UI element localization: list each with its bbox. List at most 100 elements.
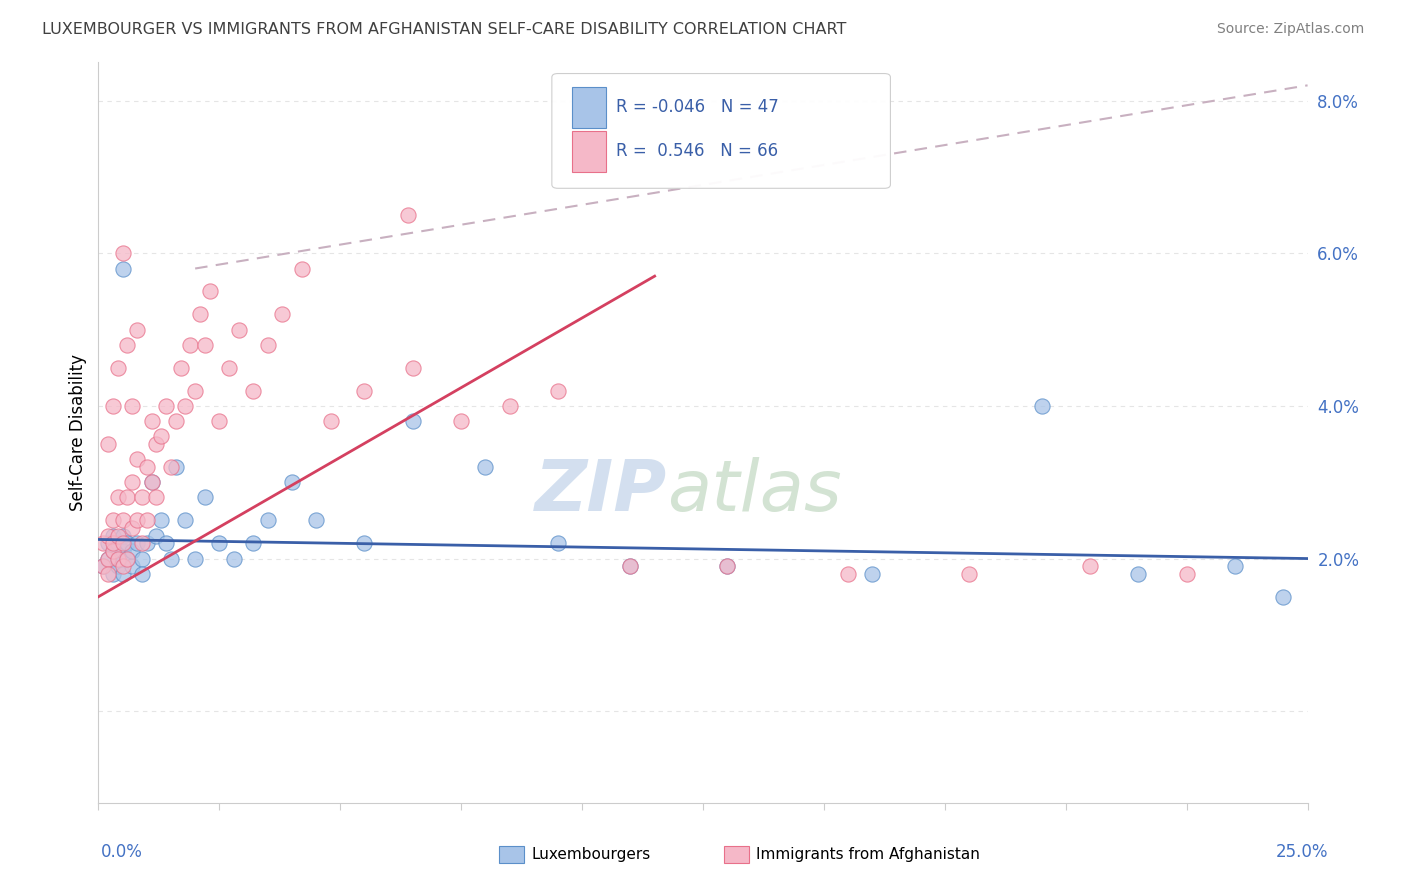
- Point: [837, 566, 859, 581]
- Point: [97, 551, 120, 566]
- Point: [218, 360, 240, 375]
- Text: Luxembourgers: Luxembourgers: [531, 847, 651, 862]
- Bar: [572, 131, 606, 172]
- Point: [111, 513, 134, 527]
- Point: [131, 566, 153, 581]
- Point: [619, 559, 641, 574]
- Point: [228, 322, 250, 336]
- Bar: [572, 87, 606, 128]
- Point: [319, 414, 342, 428]
- Point: [150, 429, 173, 443]
- Point: [107, 529, 129, 543]
- Point: [1031, 399, 1053, 413]
- Point: [117, 338, 139, 352]
- Point: [141, 414, 163, 428]
- Point: [155, 399, 177, 413]
- Point: [716, 559, 738, 574]
- Point: [135, 460, 157, 475]
- Y-axis label: Self-Care Disability: Self-Care Disability: [69, 354, 87, 511]
- Point: [222, 551, 245, 566]
- Point: [242, 536, 264, 550]
- Point: [498, 399, 520, 413]
- Point: [101, 536, 124, 550]
- FancyBboxPatch shape: [551, 73, 890, 188]
- Point: [860, 566, 883, 581]
- Point: [135, 536, 157, 550]
- Point: [208, 414, 231, 428]
- Point: [141, 475, 163, 490]
- Point: [165, 460, 187, 475]
- Point: [117, 551, 139, 566]
- Point: [450, 414, 472, 428]
- Point: [107, 536, 129, 550]
- Point: [127, 452, 149, 467]
- Point: [290, 261, 312, 276]
- Point: [353, 536, 375, 550]
- Point: [117, 536, 139, 550]
- Point: [353, 384, 375, 398]
- Point: [174, 399, 197, 413]
- Point: [305, 513, 328, 527]
- Point: [256, 513, 278, 527]
- Point: [135, 513, 157, 527]
- Point: [547, 536, 569, 550]
- Point: [97, 437, 120, 451]
- Point: [145, 437, 167, 451]
- Point: [107, 559, 129, 574]
- Point: [1272, 590, 1295, 604]
- Point: [111, 559, 134, 574]
- Point: [141, 475, 163, 490]
- Point: [402, 360, 425, 375]
- Point: [107, 551, 129, 566]
- Point: [1175, 566, 1198, 581]
- Text: LUXEMBOURGER VS IMMIGRANTS FROM AFGHANISTAN SELF-CARE DISABILITY CORRELATION CHA: LUXEMBOURGER VS IMMIGRANTS FROM AFGHANIS…: [42, 22, 846, 37]
- Point: [160, 460, 183, 475]
- Text: ZIP: ZIP: [534, 458, 666, 526]
- Point: [121, 399, 143, 413]
- Point: [117, 551, 139, 566]
- Point: [1223, 559, 1246, 574]
- Point: [101, 544, 124, 558]
- Point: [101, 513, 124, 527]
- Point: [121, 559, 143, 574]
- Point: [1128, 566, 1150, 581]
- Point: [97, 529, 120, 543]
- Point: [107, 551, 129, 566]
- Point: [396, 208, 419, 222]
- Point: [121, 475, 143, 490]
- Point: [155, 536, 177, 550]
- Point: [117, 491, 139, 505]
- Point: [127, 322, 149, 336]
- Point: [107, 360, 129, 375]
- Point: [111, 246, 134, 260]
- Point: [97, 551, 120, 566]
- Point: [242, 384, 264, 398]
- Point: [169, 360, 191, 375]
- Point: [111, 529, 134, 543]
- Point: [271, 307, 294, 321]
- Point: [91, 536, 114, 550]
- Point: [474, 460, 496, 475]
- Point: [97, 566, 120, 581]
- Text: R = -0.046   N = 47: R = -0.046 N = 47: [616, 98, 779, 116]
- Point: [716, 559, 738, 574]
- Point: [107, 491, 129, 505]
- Point: [145, 529, 167, 543]
- Point: [281, 475, 304, 490]
- Point: [97, 536, 120, 550]
- Point: [101, 544, 124, 558]
- Point: [957, 566, 980, 581]
- Point: [184, 384, 207, 398]
- Point: [184, 551, 207, 566]
- Point: [91, 559, 114, 574]
- Point: [127, 536, 149, 550]
- Point: [160, 551, 183, 566]
- Point: [101, 566, 124, 581]
- Point: [547, 384, 569, 398]
- Point: [194, 491, 217, 505]
- Point: [179, 338, 201, 352]
- Point: [101, 529, 124, 543]
- Point: [101, 399, 124, 413]
- Point: [121, 544, 143, 558]
- Text: Source: ZipAtlas.com: Source: ZipAtlas.com: [1216, 22, 1364, 37]
